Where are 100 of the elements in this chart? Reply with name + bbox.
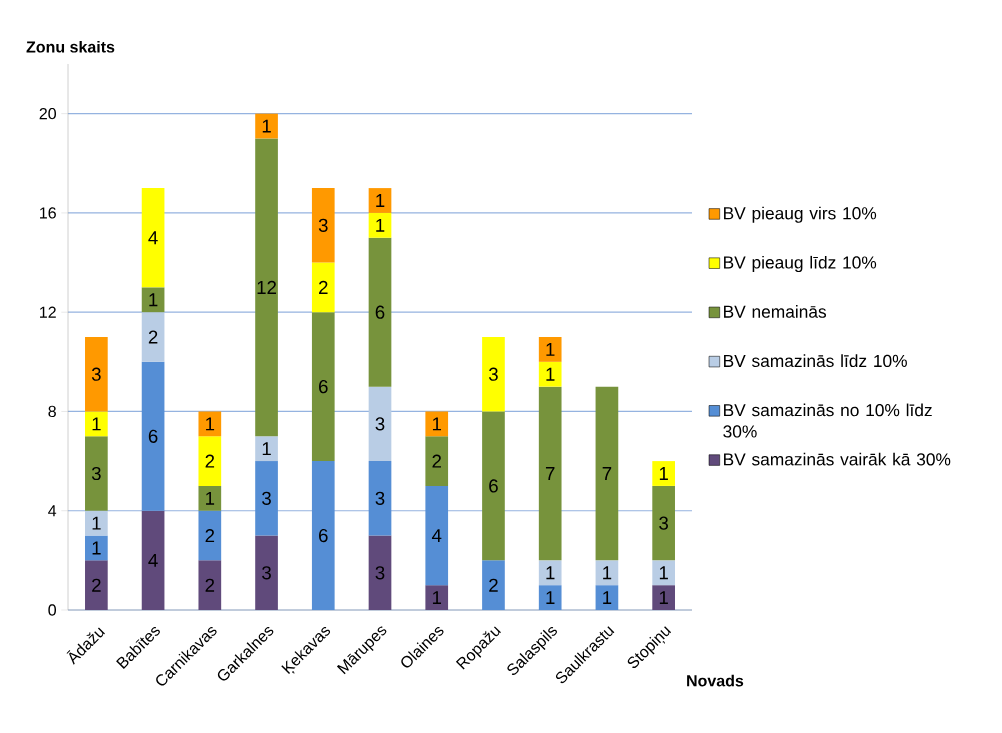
bar [311,461,335,610]
data-label: 2 [205,529,215,543]
data-label: 6 [375,305,385,319]
data-label: 3 [91,466,101,481]
data-label: 1 [432,591,442,605]
bar [141,312,165,362]
bar [652,585,675,610]
data-label: 4 [431,529,442,542]
bar [595,560,619,586]
bar [85,436,108,511]
bar [255,113,278,139]
data-label: 3 [375,417,385,431]
legend-label: BV pieaug virs 10% [724,206,877,223]
bar [85,337,108,412]
data-label: 2 [148,330,158,344]
y-tick-label: 20 [39,107,57,120]
bar [198,510,222,561]
bar [255,535,278,610]
data-label: 1 [92,417,101,431]
data-label: 4 [148,231,158,245]
bar [425,436,449,486]
bar [368,188,392,213]
data-label: 1 [206,417,215,431]
data-label: 3 [91,367,101,381]
bar [652,560,675,586]
data-label: 1 [659,591,668,605]
bar [368,212,392,238]
data-label: 1 [432,417,442,431]
bar [368,386,392,462]
bar [85,411,108,437]
data-label: 3 [318,218,328,232]
legend-label: BV samazinās no 10% līdz 30% [723,403,932,438]
data-label: 2 [92,578,101,592]
bar [198,411,222,437]
data-label: 1 [546,591,555,605]
data-label: 2 [489,578,498,592]
data-label: 2 [432,454,441,468]
data-label: 2 [319,280,328,294]
data-label: 1 [206,491,215,505]
data-label: 2 [205,454,215,468]
data-label: 1 [92,541,101,555]
data-label: 3 [262,566,271,580]
bar [538,337,562,362]
bar [198,560,222,610]
bar [652,461,675,486]
data-label: 3 [659,516,669,530]
bar [198,436,222,486]
data-label: 1 [546,367,555,381]
bar [538,386,562,561]
bar [85,535,108,561]
bar [141,510,165,610]
y-axis-title: Zonu skaits [26,40,115,53]
data-label: 3 [375,491,385,505]
bar [311,262,335,313]
data-label: 3 [488,367,498,381]
bar [482,337,505,412]
bar [538,585,562,610]
bar [85,510,108,536]
bar [538,361,562,387]
data-label: 1 [603,591,612,605]
legend-label: BV pieaug līdz 10% [724,255,877,273]
bar [368,461,392,536]
data-label: 1 [546,566,555,580]
data-label: 1 [262,119,271,133]
bar [368,535,392,610]
bar [538,560,562,586]
bar [595,585,619,610]
bar [425,585,449,610]
data-label: 1 [603,566,612,580]
bar [425,485,449,586]
data-label: 12 [257,280,276,294]
data-label: 2 [205,578,215,592]
bar [255,461,278,536]
data-label: 6 [489,479,498,493]
bar [255,436,278,462]
legend-label: BV samazinās līdz 10% [724,354,907,368]
y-tick-label: 12 [40,306,56,318]
data-label: 1 [149,293,158,307]
data-label: 1 [659,467,668,480]
data-label: 6 [148,429,158,443]
bar [482,411,505,561]
bar [652,485,675,561]
data-label: 1 [92,516,101,530]
y-tick-label: 8 [48,405,56,418]
bar [311,188,335,263]
bar [311,312,335,462]
bar [85,560,108,610]
data-label: 6 [319,528,328,543]
data-label: 4 [148,553,158,567]
data-label: 1 [546,342,555,356]
legend-label: BV nemainās [724,305,827,318]
bar [198,485,222,511]
data-label: 7 [602,467,612,480]
data-label: 1 [376,194,385,207]
data-label: 7 [545,467,555,480]
bar [141,188,165,288]
data-label: 3 [262,491,271,505]
bar [595,386,619,561]
bar [482,560,505,610]
y-tick-label: 16 [40,207,56,219]
